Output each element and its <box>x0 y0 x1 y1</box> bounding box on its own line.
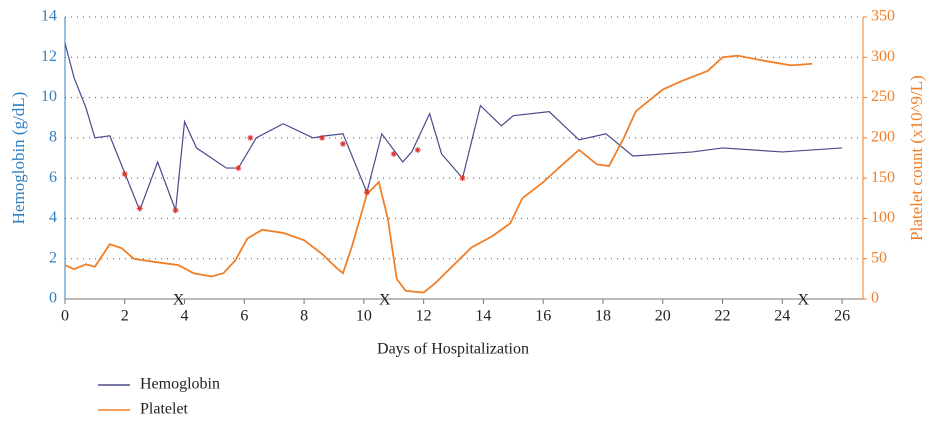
line-series <box>64 43 843 213</box>
y-axis-label: Hemoglobin (g/dL) <box>9 92 28 225</box>
y-tick-label: 0 <box>49 290 57 307</box>
x-tick-label: 24 <box>774 308 790 325</box>
y-tick-label: 14 <box>41 8 57 25</box>
x-tick-label: 4 <box>181 308 189 325</box>
y-tick-label: 4 <box>49 209 57 226</box>
annotation: X <box>379 292 391 309</box>
asterisk-marker <box>121 171 128 178</box>
x-tick-label: 16 <box>535 308 551 325</box>
legend-label: Platelet <box>140 401 189 418</box>
x-tick-label: 10 <box>356 308 372 325</box>
y2-tick-label: 0 <box>871 290 879 307</box>
x-tick-label: 14 <box>475 308 491 325</box>
y-tick-label: 10 <box>41 88 57 105</box>
x-tick-label: 2 <box>121 308 129 325</box>
asterisk-marker <box>414 146 421 153</box>
y2-axis-label: Platelet count (x10^9/L) <box>907 75 926 241</box>
asterisk-marker <box>339 140 346 147</box>
x-tick-label: 6 <box>240 308 248 325</box>
asterisk-marker <box>247 134 254 141</box>
asterisk-marker <box>363 189 370 196</box>
x-tick-label: 22 <box>715 308 731 325</box>
asterisk-marker <box>136 205 143 212</box>
y2-tick-label: 350 <box>871 8 895 25</box>
annotation: X <box>797 292 809 309</box>
x-tick-label: 26 <box>834 308 850 325</box>
asterisk-marker <box>459 175 466 182</box>
y-tick-label: 8 <box>49 129 57 146</box>
line-series <box>64 54 813 294</box>
y2-tick-label: 150 <box>871 169 895 186</box>
asterisk-marker <box>172 207 179 214</box>
y2-tick-label: 100 <box>871 209 895 226</box>
x-axis-label: Days of Hospitalization <box>377 341 529 358</box>
x-tick-label: 8 <box>300 308 308 325</box>
asterisk-marker <box>319 134 326 141</box>
y-tick-label: 2 <box>49 249 57 266</box>
asterisk-marker <box>390 150 397 157</box>
asterisk-marker <box>235 165 242 172</box>
y-tick-label: 6 <box>49 169 57 186</box>
y2-tick-label: 50 <box>871 249 887 266</box>
x-tick-label: 20 <box>655 308 671 325</box>
y2-tick-label: 200 <box>871 129 895 146</box>
y-tick-label: 12 <box>41 48 57 65</box>
y2-tick-label: 250 <box>871 88 895 105</box>
y2-tick-label: 300 <box>871 48 895 65</box>
x-tick-label: 18 <box>595 308 611 325</box>
x-tick-label: 12 <box>416 308 432 325</box>
x-tick-label: 0 <box>61 308 69 325</box>
annotation: X <box>173 292 185 309</box>
legend-label: Hemoglobin <box>140 376 220 393</box>
